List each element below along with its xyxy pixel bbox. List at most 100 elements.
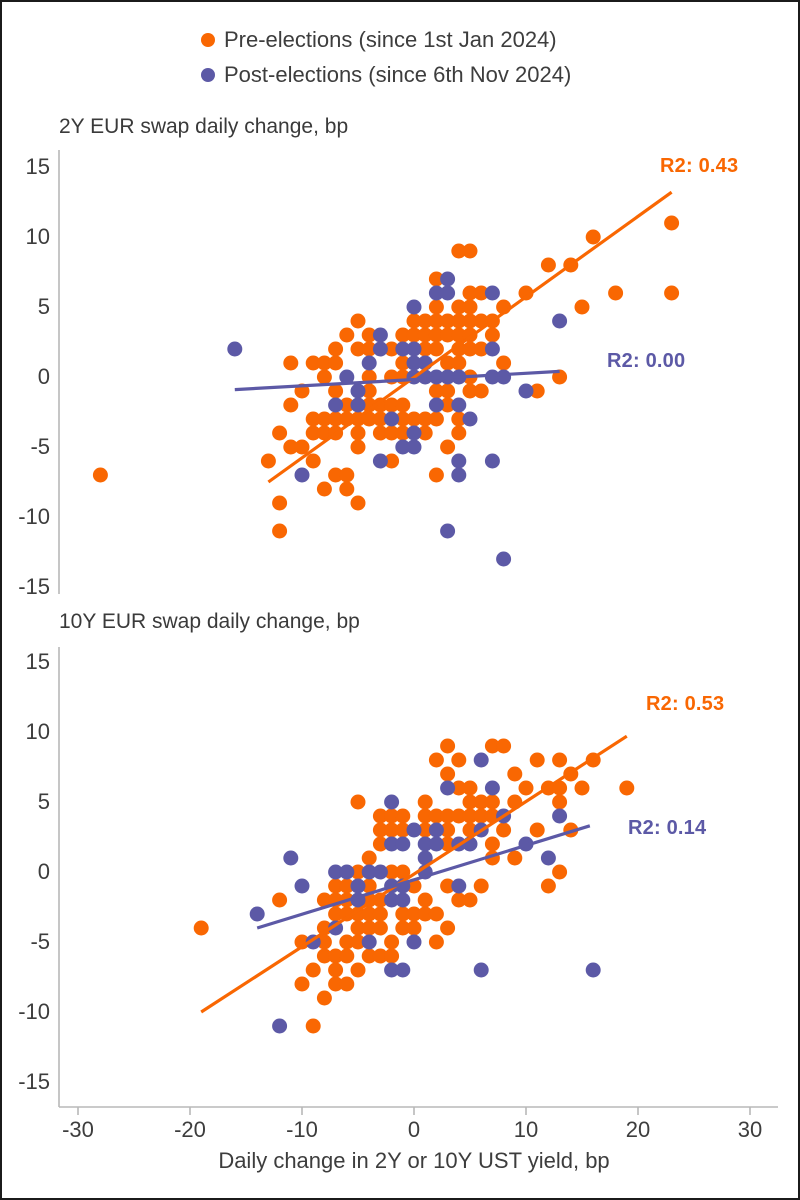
data-point-post — [451, 878, 467, 894]
data-point-post — [328, 864, 344, 880]
data-point-post — [496, 369, 512, 385]
data-point-pre — [361, 906, 377, 922]
data-point-pre — [451, 425, 467, 441]
data-point-pre — [350, 341, 366, 357]
data-point-pre — [440, 355, 456, 371]
data-point-pre — [417, 313, 433, 329]
r2-annotation-10y-post: R2: 0.14 — [628, 817, 707, 839]
data-point-pre — [451, 313, 467, 329]
data-point-pre — [428, 411, 444, 427]
data-point-pre — [361, 948, 377, 964]
data-point-post — [294, 467, 310, 483]
chart-title-10y-swap: 10Y EUR swap daily change, bp — [59, 610, 360, 633]
data-point-pre — [328, 341, 344, 357]
data-point-post — [384, 411, 400, 427]
data-point-pre — [372, 836, 388, 852]
data-point-pre — [406, 920, 422, 936]
data-point-pre — [451, 892, 467, 908]
y-tick-label: -10 — [18, 504, 50, 529]
x-tick-label: 20 — [625, 1117, 651, 1142]
data-point-pre — [316, 411, 332, 427]
data-point-pre — [428, 934, 444, 950]
data-point-pre — [529, 383, 545, 399]
data-point-pre — [440, 327, 456, 343]
data-point-post — [428, 285, 444, 301]
data-point-post — [552, 313, 568, 329]
data-point-pre — [328, 948, 344, 964]
data-point-post — [395, 439, 411, 455]
post-elections-dot-icon — [201, 68, 215, 82]
x-tick-label: 10 — [513, 1117, 539, 1142]
data-point-pre — [395, 920, 411, 936]
data-point-pre — [417, 906, 433, 922]
data-point-pre — [350, 906, 366, 922]
data-point-pre — [440, 766, 456, 782]
data-point-pre — [406, 313, 422, 329]
data-point-pre — [305, 1018, 321, 1034]
data-point-pre — [328, 411, 344, 427]
data-point-pre — [384, 453, 400, 469]
data-point-post — [585, 962, 601, 978]
data-point-pre — [339, 327, 355, 343]
data-point-pre — [440, 439, 456, 455]
trend-line-post — [256, 824, 591, 930]
data-point-post — [272, 1018, 288, 1034]
data-point-pre — [395, 397, 411, 413]
y-tick-label: -15 — [18, 1069, 50, 1094]
data-point-post — [372, 864, 388, 880]
data-point-post — [484, 780, 500, 796]
y-tick-label: -15 — [18, 574, 50, 599]
data-point-post — [294, 878, 310, 894]
data-point-post — [384, 962, 400, 978]
data-point-pre — [372, 425, 388, 441]
data-point-pre — [395, 808, 411, 824]
data-point-pre — [305, 453, 321, 469]
y-tick-label: -10 — [18, 999, 50, 1024]
data-point-pre — [484, 836, 500, 852]
data-point-pre — [294, 439, 310, 455]
data-point-pre — [440, 313, 456, 329]
data-point-post — [372, 341, 388, 357]
data-point-post — [395, 892, 411, 908]
data-point-pre — [272, 523, 288, 539]
data-point-pre — [361, 327, 377, 343]
data-point-post — [350, 397, 366, 413]
data-point-post — [395, 836, 411, 852]
data-point-pre — [316, 355, 332, 371]
data-point-pre — [552, 752, 568, 768]
data-point-pre — [462, 892, 478, 908]
data-point-post — [384, 794, 400, 810]
data-point-post — [361, 934, 377, 950]
data-point-pre — [395, 411, 411, 427]
data-point-pre — [451, 327, 467, 343]
data-point-pre — [272, 892, 288, 908]
data-point-pre — [462, 341, 478, 357]
data-point-pre — [574, 780, 590, 796]
y-tick-label: 15 — [25, 154, 50, 179]
data-point-pre — [395, 327, 411, 343]
data-point-post — [484, 285, 500, 301]
legend-item-pre-elections: Pre-elections (since 1st Jan 2024) — [201, 28, 571, 52]
data-point-pre — [361, 920, 377, 936]
trend-line-post — [234, 369, 560, 392]
y-tick-label: 0 — [37, 364, 50, 389]
data-point-pre — [316, 369, 332, 385]
x-tick-label: -10 — [286, 1117, 318, 1142]
data-point-pre — [328, 355, 344, 371]
chart-title-2y-swap: 2Y EUR swap daily change, bp — [59, 115, 349, 138]
data-point-pre — [384, 808, 400, 824]
data-point-post — [540, 850, 556, 866]
data-point-post — [518, 383, 534, 399]
data-point-pre — [350, 425, 366, 441]
data-point-pre — [451, 341, 467, 357]
data-point-post — [496, 551, 512, 567]
data-point-pre — [283, 439, 299, 455]
data-point-pre — [92, 467, 108, 483]
data-point-pre — [507, 850, 523, 866]
data-point-pre — [428, 313, 444, 329]
data-point-pre — [350, 313, 366, 329]
data-point-pre — [339, 878, 355, 894]
data-point-pre — [316, 920, 332, 936]
data-point-pre — [428, 383, 444, 399]
data-point-pre — [417, 892, 433, 908]
